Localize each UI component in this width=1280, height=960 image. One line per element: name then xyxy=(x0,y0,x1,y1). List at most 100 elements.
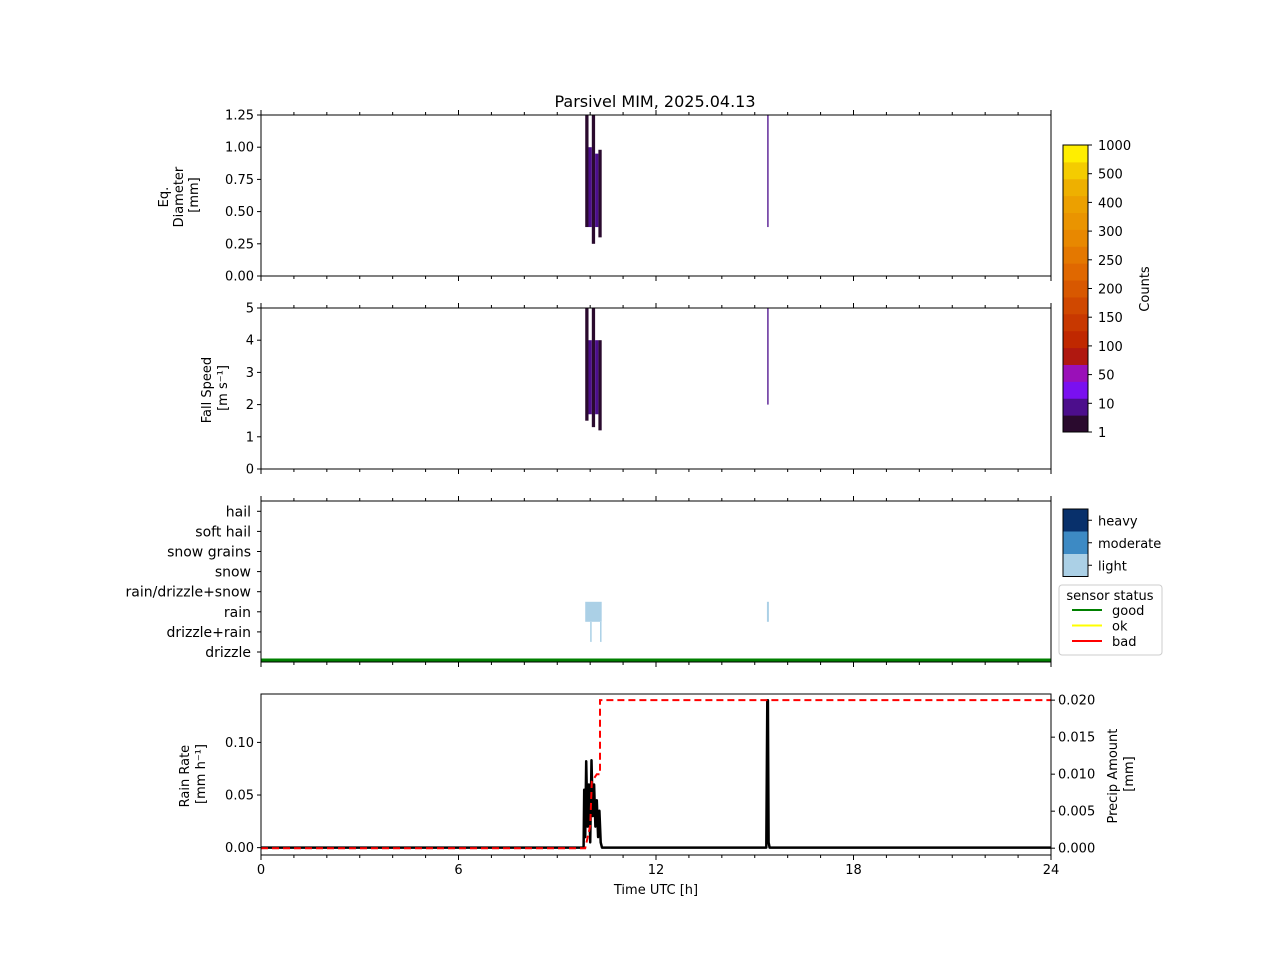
category-label-snow: snow xyxy=(215,565,251,581)
rainrate-ytick-label: 0.10 xyxy=(225,736,254,751)
p1-ytick-label: 0.75 xyxy=(225,173,254,188)
x-tick-label: 6 xyxy=(454,863,462,878)
colorbar-tick-label: 100 xyxy=(1098,340,1123,355)
intensity-legend-frame xyxy=(1062,508,1089,577)
status-label-bad: bad xyxy=(1112,635,1136,650)
p2-ytick-label: 0 xyxy=(246,463,254,478)
colorbar-ticks: 1 10 50 100 150 200 250 300 400 500 1000 xyxy=(1088,139,1131,441)
heatmap-cell xyxy=(767,115,769,228)
fallspeed-ylabel: Fall Speed [m s⁻¹] xyxy=(200,353,231,424)
colorbar-tick-label: 300 xyxy=(1098,225,1123,240)
status-label-ok: ok xyxy=(1112,620,1128,635)
colorbar-swatch xyxy=(1063,415,1088,433)
colorbar-swatch xyxy=(1063,398,1088,416)
heatmap-cell xyxy=(598,149,602,238)
diameter-ylabel: Eq. Diameter [mm] xyxy=(157,163,202,228)
weather-cell xyxy=(585,601,602,622)
x-tick-label: 12 xyxy=(648,863,665,878)
x-tick-label: 0 xyxy=(257,863,265,878)
p1-ytick-label: 1.00 xyxy=(225,141,254,156)
heatmap-cell xyxy=(595,153,599,228)
status-legend-title: sensor status xyxy=(1066,589,1153,604)
heatmap-cell xyxy=(588,340,592,415)
heatmap-cell xyxy=(585,308,589,421)
colorbar-swatches xyxy=(1063,145,1088,433)
p2-ytick-label: 1 xyxy=(246,430,254,445)
fallspeed-panel: 0 1 2 3 4 5 Fall Speed [m s⁻¹] xyxy=(200,302,1052,478)
heatmap-cell xyxy=(595,340,599,415)
precip-ytick-label: 0.015 xyxy=(1058,731,1095,746)
colorbar-tick-label: 1 xyxy=(1098,426,1106,441)
diameter-axes-frame xyxy=(260,114,1052,277)
colorbar-swatch xyxy=(1063,229,1088,247)
p2-ytick-label: 5 xyxy=(246,302,254,317)
intensity-label-heavy: heavy xyxy=(1098,514,1138,529)
colorbar-swatch xyxy=(1063,263,1088,281)
rain-rate-line xyxy=(261,699,1051,849)
weather-type-panel: drizzle drizzle+rain rain rain/drizzle+snow… xyxy=(126,496,1052,667)
heatmap-cell xyxy=(767,308,769,405)
colorbar-swatch xyxy=(1063,296,1088,315)
heatmap-cell xyxy=(591,115,596,244)
category-label-snow-grains: snow grains xyxy=(167,545,251,561)
p1-ytick-label: 0.25 xyxy=(225,237,254,252)
rainrate-ylabel: Rain Rate [mm h⁻¹] xyxy=(178,741,209,808)
colorbar-tick-label: 500 xyxy=(1098,168,1123,183)
weather-cell xyxy=(600,621,602,642)
weather-type-axes-frame xyxy=(260,500,1052,663)
status-legend-box xyxy=(1058,584,1163,656)
colorbar-swatch xyxy=(1063,364,1088,382)
category-label-drizzle-rain: drizzle+rain xyxy=(166,625,251,641)
precip-ytick-label: 0.010 xyxy=(1058,768,1095,783)
fallspeed-axes-frame xyxy=(260,307,1052,470)
precip-amount-line xyxy=(261,699,1051,850)
rainrate-ytick-label: 0.00 xyxy=(225,841,254,856)
status-label-good: good xyxy=(1112,604,1144,619)
diameter-ticks: 0.00 0.25 0.50 0.75 1.00 1.25 xyxy=(225,109,1052,285)
colorbar-swatch xyxy=(1063,178,1088,197)
colorbar-swatch xyxy=(1063,161,1088,180)
x-axis-label: Time UTC [h] xyxy=(613,883,698,898)
category-label-hail: hail xyxy=(226,504,251,520)
counts-colorbar: 1 10 50 100 150 200 250 300 400 500 1000 Counts xyxy=(1062,139,1153,441)
colorbar-swatch xyxy=(1063,313,1088,332)
category-label-rain: rain xyxy=(224,605,251,621)
p2-ytick-label: 4 xyxy=(246,334,254,349)
weather-type-heatmap xyxy=(585,601,769,642)
diameter-panel: 0.00 0.25 0.50 0.75 1.00 1.25 Eq. Diameter [m… xyxy=(157,109,1052,285)
intensity-swatch-moderate xyxy=(1063,531,1088,554)
x-tick-label: 18 xyxy=(845,863,862,878)
category-label-soft-hail: soft hail xyxy=(195,524,251,540)
category-label-rain-drizzle-snow: rain/drizzle+snow xyxy=(126,585,251,601)
intensity-swatch-heavy xyxy=(1063,509,1088,532)
colorbar-swatch xyxy=(1063,330,1088,349)
colorbar-label: Counts xyxy=(1138,266,1153,312)
colorbar-tick-label: 50 xyxy=(1098,369,1115,384)
heatmap-cell xyxy=(585,115,589,228)
p2-ytick-label: 3 xyxy=(246,366,254,381)
precip-ytick-label: 0.000 xyxy=(1058,842,1095,857)
category-label-drizzle: drizzle xyxy=(205,645,251,661)
colorbar-swatch xyxy=(1063,381,1088,399)
intensity-label-light: light xyxy=(1098,559,1127,574)
intensity-label-moderate: moderate xyxy=(1098,537,1161,552)
colorbar-tick-label: 200 xyxy=(1098,283,1123,298)
colorbar-swatch xyxy=(1063,246,1088,264)
fallspeed-ticks: 0 1 2 3 4 5 xyxy=(246,302,1052,478)
diameter-heatmap xyxy=(585,115,769,244)
rainrate-ticks: 0 6 12 18 24 0.00 0.05 0.10 0.000 0.005 0.010 0.015… xyxy=(225,694,1095,878)
colorbar-tick-label: 10 xyxy=(1098,397,1115,412)
rainrate-axes-frame xyxy=(260,693,1052,856)
heatmap-cell xyxy=(591,308,596,428)
weather-cell xyxy=(766,601,769,622)
p1-ytick-label: 1.25 xyxy=(225,109,254,124)
colorbar-tick-label: 250 xyxy=(1098,254,1123,269)
colorbar-swatch xyxy=(1063,212,1088,230)
x-tick-label: 24 xyxy=(1043,863,1060,878)
colorbar-tick-label: 1000 xyxy=(1098,139,1131,154)
intensity-swatch-light xyxy=(1063,554,1088,577)
rainrate-ytick-label: 0.05 xyxy=(225,789,254,804)
weather-cell xyxy=(590,621,592,642)
